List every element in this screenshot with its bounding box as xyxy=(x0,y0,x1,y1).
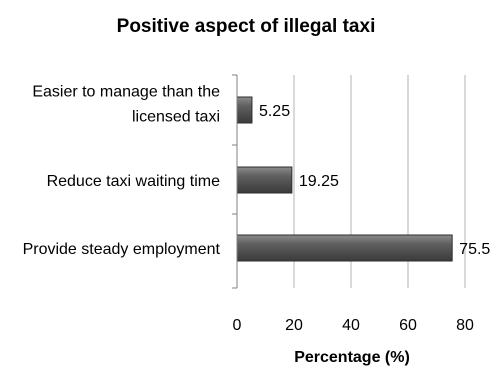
x-tick-label: 0 xyxy=(233,317,242,334)
category-label: licensed taxi xyxy=(132,109,220,126)
data-label: 19.25 xyxy=(299,173,339,190)
x-axis-title: Percentage (%) xyxy=(294,349,410,366)
bar xyxy=(236,234,453,262)
x-tick-label: 20 xyxy=(285,317,303,334)
axes xyxy=(232,74,238,289)
bars xyxy=(236,96,453,262)
data-label: 75.5 xyxy=(459,241,490,258)
chart-title: Positive aspect of illegal taxi xyxy=(117,16,376,37)
x-tick-label: 80 xyxy=(456,317,474,334)
category-label: Provide steady employment xyxy=(23,241,221,258)
bar xyxy=(236,166,293,194)
bar xyxy=(236,96,253,124)
x-tick-label: 60 xyxy=(399,317,417,334)
labels: 0 20 40 60 80 5.25 Easier to manage than the li… xyxy=(23,84,491,335)
category-label: Reduce taxi waiting time xyxy=(47,173,221,190)
category-label: Easier to manage than the xyxy=(32,84,220,101)
data-label: 5.25 xyxy=(259,103,290,120)
x-tick-label: 40 xyxy=(342,317,360,334)
